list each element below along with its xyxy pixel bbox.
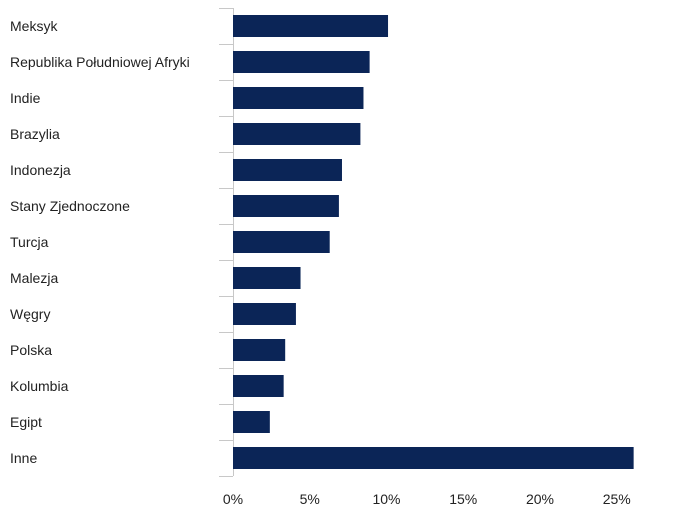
bar: [233, 411, 270, 433]
bar: [233, 123, 361, 145]
category-label: Węgry: [10, 306, 50, 322]
bar: [233, 87, 364, 109]
bar: [233, 159, 342, 181]
category-labels: Meksyk Republika Południowej Afryki Indie B…: [10, 18, 190, 466]
category-label: Malezja: [10, 270, 58, 286]
category-label: Kolumbia: [10, 378, 69, 394]
bar: [233, 303, 296, 325]
category-label: Republika Południowej Afryki: [10, 54, 190, 70]
axis-layer: [219, 8, 234, 477]
x-tick-label: 5%: [300, 491, 320, 505]
category-label: Indie: [10, 90, 41, 106]
category-label: Stany Zjednoczone: [10, 198, 130, 214]
bar: [233, 195, 339, 217]
bar: [233, 231, 330, 253]
bar: [233, 339, 286, 361]
category-label: Indonezja: [10, 162, 71, 178]
category-label: Egipt: [10, 414, 42, 430]
bar: [233, 267, 301, 289]
category-label: Polska: [10, 342, 52, 358]
category-label: Turcja: [10, 234, 49, 250]
x-tick-label: 0%: [223, 491, 243, 505]
bar: [233, 15, 389, 37]
x-tick-label: 15%: [449, 491, 477, 505]
x-tick-label: 10%: [372, 491, 400, 505]
bars-layer: [233, 15, 634, 469]
bar: [233, 375, 284, 397]
category-label: Inne: [10, 450, 37, 466]
bar: [233, 447, 634, 469]
category-label: Meksyk: [10, 18, 58, 34]
category-label: Brazylia: [10, 126, 60, 142]
x-tick-label: 20%: [526, 491, 554, 505]
bar: [233, 51, 370, 73]
x-tick-label: 25%: [603, 491, 631, 505]
x-tick-labels: 0% 5% 10% 15% 20% 25%: [223, 491, 631, 507]
